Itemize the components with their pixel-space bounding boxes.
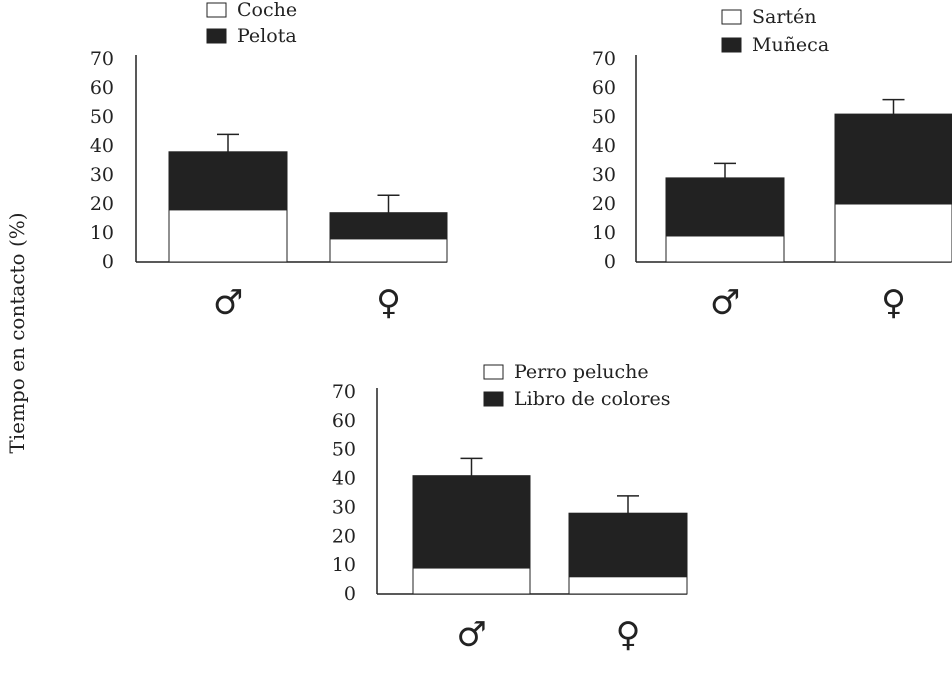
legend-label: Perro peluche <box>514 361 649 383</box>
y-tick-label: 40 <box>90 135 114 157</box>
bar-segment-upper <box>568 512 688 578</box>
bar-segment-upper <box>168 151 288 211</box>
bar-segment-lower <box>834 203 952 263</box>
y-tick-label: 10 <box>592 222 616 244</box>
bar-segment-lower <box>329 238 448 263</box>
y-tick-label: 60 <box>592 77 616 99</box>
x-category-label: ♀ <box>881 283 906 323</box>
bar-segment-lower <box>168 209 288 263</box>
y-tick-label: 30 <box>332 496 356 518</box>
y-tick-label: 10 <box>332 554 356 576</box>
legend-label: Libro de colores <box>514 388 671 410</box>
y-tick-label: 0 <box>344 583 356 605</box>
chart-panel-2: 0 10 20 30 40 50 60 70 ♂ ♀ Sartén Muñeca <box>592 6 952 323</box>
legend-label: Pelota <box>237 25 297 47</box>
legend-swatch <box>206 2 227 18</box>
y-tick-label: 50 <box>90 106 114 128</box>
y-tick-label: 60 <box>332 410 356 432</box>
legend-swatch <box>483 364 504 380</box>
y-tick-label: 60 <box>90 77 114 99</box>
legend-label: Muñeca <box>752 34 829 56</box>
legend-swatch <box>721 9 742 25</box>
y-tick-label: 70 <box>592 48 616 70</box>
chart-panel-1: 0 10 20 30 40 50 60 70 ♂ ♀ Coche Pelota <box>90 0 448 323</box>
x-category-label: ♀ <box>616 615 641 655</box>
y-tick-label: 0 <box>102 251 114 273</box>
bar-segment-lower <box>568 576 688 595</box>
x-category-label: ♂ <box>213 283 243 323</box>
y-tick-label: 20 <box>332 525 356 547</box>
x-category-label: ♂ <box>456 615 486 655</box>
y-tick-label: 50 <box>592 106 616 128</box>
y-tick-label: 50 <box>332 439 356 461</box>
y-tick-label: 70 <box>90 48 114 70</box>
y-tick-label: 40 <box>332 468 356 490</box>
y-tick-label: 10 <box>90 222 114 244</box>
legend-swatch <box>483 391 504 407</box>
chart-panel-3: 0 10 20 30 40 50 60 70 ♂ ♀ Perro peluche Libro de c… <box>332 361 688 655</box>
bar-segment-upper <box>412 475 531 569</box>
bar-segment-upper <box>329 212 448 240</box>
y-tick-label: 30 <box>90 164 114 186</box>
x-category-label: ♀ <box>376 283 401 323</box>
y-tick-label: 20 <box>90 193 114 215</box>
legend-label: Coche <box>237 0 297 21</box>
bar-segment-lower <box>412 567 531 595</box>
bar-segment-lower <box>665 235 785 263</box>
y-tick-label: 70 <box>332 381 356 403</box>
bar-segment-upper <box>834 113 952 205</box>
bar-segment-upper <box>665 177 785 237</box>
y-tick-label: 20 <box>592 193 616 215</box>
y-tick-label: 0 <box>604 251 616 273</box>
legend-swatch <box>721 37 742 53</box>
legend-label: Sartén <box>752 6 817 28</box>
y-axis-label: Tiempo en contacto (%) <box>5 212 29 453</box>
y-tick-label: 30 <box>592 164 616 186</box>
x-category-label: ♂ <box>710 283 740 323</box>
legend-swatch <box>206 28 227 44</box>
y-tick-label: 40 <box>592 135 616 157</box>
